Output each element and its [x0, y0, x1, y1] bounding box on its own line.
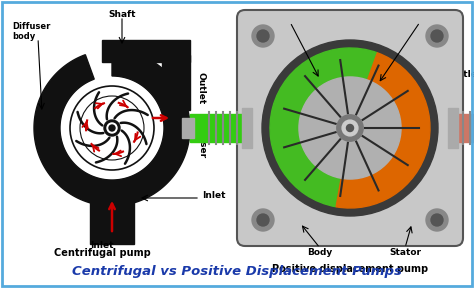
Circle shape: [257, 214, 269, 226]
Text: Inlet: Inlet: [202, 192, 226, 200]
Polygon shape: [182, 118, 194, 138]
Text: Stator: Stator: [389, 248, 421, 257]
Polygon shape: [162, 55, 190, 110]
Circle shape: [337, 115, 363, 141]
Text: Outlet: Outlet: [197, 72, 206, 104]
Circle shape: [104, 120, 120, 136]
Circle shape: [431, 214, 443, 226]
Polygon shape: [102, 40, 190, 62]
Circle shape: [431, 30, 443, 42]
Circle shape: [299, 77, 401, 179]
Text: Rotor: Rotor: [405, 10, 433, 19]
Polygon shape: [448, 108, 458, 148]
Circle shape: [107, 123, 117, 133]
Polygon shape: [90, 201, 134, 244]
Circle shape: [342, 120, 358, 136]
FancyBboxPatch shape: [237, 10, 463, 246]
Text: Positive displacement pump: Positive displacement pump: [272, 264, 428, 274]
Text: Shaft: Shaft: [108, 10, 136, 19]
Text: Centrifugal pump: Centrifugal pump: [54, 248, 150, 258]
Circle shape: [262, 40, 438, 216]
Text: Body: Body: [307, 248, 333, 257]
Polygon shape: [450, 114, 474, 142]
Circle shape: [257, 30, 269, 42]
Circle shape: [426, 209, 448, 231]
Text: Inlet: Inlet: [90, 241, 114, 250]
Circle shape: [346, 124, 354, 132]
Circle shape: [426, 25, 448, 47]
Text: Diffuser: Diffuser: [197, 118, 206, 159]
Circle shape: [109, 125, 115, 131]
Text: Outlet: Outlet: [450, 70, 474, 79]
Circle shape: [252, 209, 274, 231]
Circle shape: [252, 25, 274, 47]
Wedge shape: [270, 48, 377, 207]
Polygon shape: [190, 114, 250, 142]
Text: Vanes: Vanes: [270, 10, 301, 19]
Circle shape: [62, 78, 162, 178]
Text: Centrifugal vs Positive Displacement Pumps: Centrifugal vs Positive Displacement Pum…: [72, 265, 402, 278]
Wedge shape: [336, 53, 430, 208]
Text: Diffuser
body: Diffuser body: [12, 22, 50, 41]
Polygon shape: [34, 50, 190, 206]
Polygon shape: [242, 108, 252, 148]
